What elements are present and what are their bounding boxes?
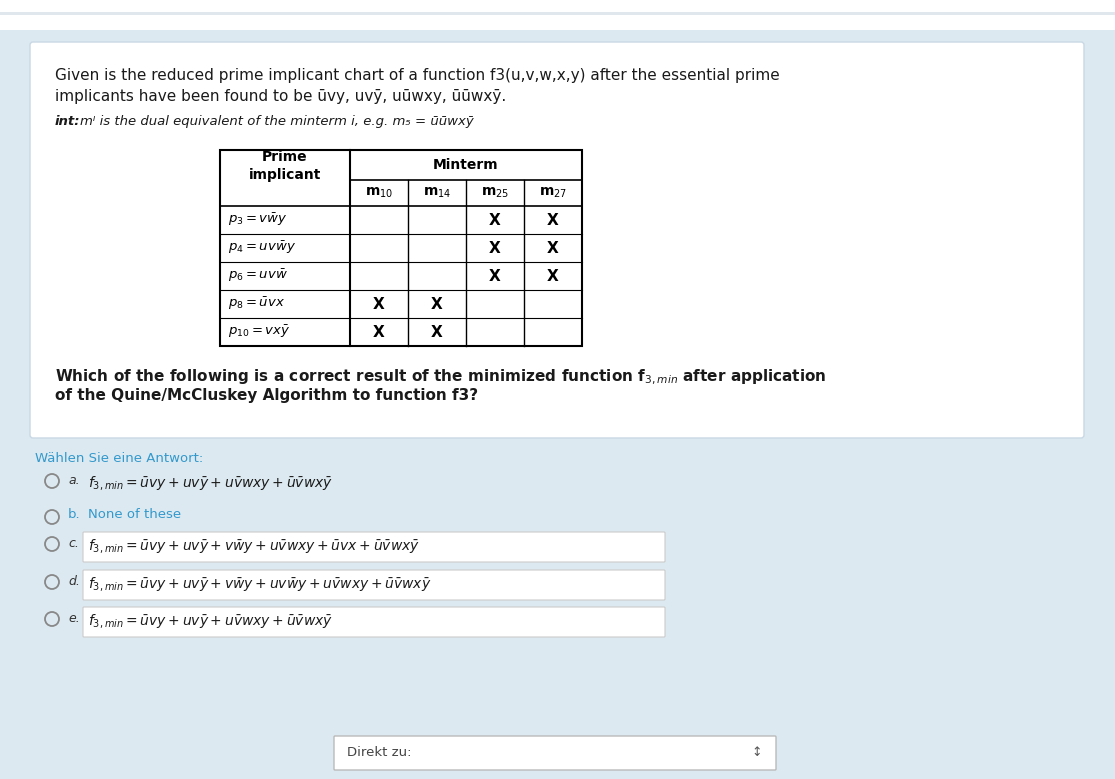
- Text: d.: d.: [68, 575, 80, 588]
- Text: Prime
implicant: Prime implicant: [249, 150, 321, 182]
- Text: e.: e.: [68, 612, 80, 625]
- Text: Which of the following is a correct result of the minimized function f$_{3,min}$: Which of the following is a correct resu…: [55, 368, 826, 387]
- Text: c.: c.: [68, 537, 79, 550]
- FancyBboxPatch shape: [30, 42, 1084, 438]
- Text: $f_{3,min} = \bar{u}vy + uv\bar{y} + v\bar{w}y + u\bar{v}wxy + \bar{u}vx + \bar{: $f_{3,min} = \bar{u}vy + uv\bar{y} + v\b…: [88, 537, 420, 555]
- Text: m$_{10}$: m$_{10}$: [365, 186, 394, 200]
- Text: None of these: None of these: [88, 508, 181, 521]
- Bar: [220, 150, 582, 346]
- Text: $\mathbf{X}$: $\mathbf{X}$: [430, 324, 444, 340]
- Text: $p_3 = v\bar{w}y$: $p_3 = v\bar{w}y$: [227, 212, 288, 228]
- Text: $\mathbf{X}$: $\mathbf{X}$: [488, 212, 502, 228]
- Text: mᴵ is the dual equivalent of the minterm i, e.g. m₅ = ūūwxȳ: mᴵ is the dual equivalent of the minterm…: [80, 115, 474, 128]
- FancyBboxPatch shape: [83, 607, 665, 637]
- Text: int:: int:: [55, 115, 80, 128]
- Text: of the Quine/McCluskey Algorithm to function f3?: of the Quine/McCluskey Algorithm to func…: [55, 388, 478, 403]
- Text: Minterm: Minterm: [434, 158, 498, 172]
- Text: a.: a.: [68, 474, 79, 487]
- Text: $p_4 = uv\bar{w}y$: $p_4 = uv\bar{w}y$: [227, 240, 297, 256]
- Text: m$_{14}$: m$_{14}$: [423, 186, 452, 200]
- Text: $\mathbf{X}$: $\mathbf{X}$: [372, 324, 386, 340]
- Bar: [0, 0, 1115, 12]
- Text: Direkt zu:: Direkt zu:: [347, 746, 411, 760]
- Text: $\mathbf{X}$: $\mathbf{X}$: [488, 240, 502, 256]
- Text: $p_6 = uv\bar{w}$: $p_6 = uv\bar{w}$: [227, 268, 288, 284]
- Text: $f_{3,min} = \bar{u}vy + uv\bar{y} + v\bar{w}y + uv\bar{w}y + u\bar{v}wxy + \bar: $f_{3,min} = \bar{u}vy + uv\bar{y} + v\b…: [88, 575, 432, 593]
- Text: $p_{10} = vx\bar{y}$: $p_{10} = vx\bar{y}$: [227, 324, 291, 340]
- Text: $\mathbf{X}$: $\mathbf{X}$: [546, 268, 560, 284]
- Text: b.: b.: [68, 508, 80, 521]
- Text: Given is the reduced prime implicant chart of a function f3(u,v,w,x,y) after the: Given is the reduced prime implicant cha…: [55, 68, 779, 83]
- Text: $\mathbf{X}$: $\mathbf{X}$: [372, 296, 386, 312]
- Text: $\mathbf{X}$: $\mathbf{X}$: [546, 212, 560, 228]
- Text: $\mathbf{X}$: $\mathbf{X}$: [488, 268, 502, 284]
- FancyBboxPatch shape: [83, 570, 665, 600]
- Text: $f_{3,min} = \bar{u}vy + uv\bar{y} + u\bar{v}wxy + \bar{u}\bar{v}wx\bar{y}$: $f_{3,min} = \bar{u}vy + uv\bar{y} + u\b…: [88, 612, 333, 630]
- Text: Wählen Sie eine Antwort:: Wählen Sie eine Antwort:: [35, 452, 203, 465]
- FancyBboxPatch shape: [83, 532, 665, 562]
- Text: implicants have been found to be ūvy, uvȳ, uūwxy, ūūwxȳ.: implicants have been found to be ūvy, uv…: [55, 89, 506, 104]
- Text: m$_{27}$: m$_{27}$: [539, 186, 568, 200]
- Bar: [0, 15, 1115, 30]
- Text: $p_8 = \bar{u}vx$: $p_8 = \bar{u}vx$: [227, 296, 285, 312]
- Text: $\mathbf{X}$: $\mathbf{X}$: [546, 240, 560, 256]
- Text: $\mathbf{X}$: $\mathbf{X}$: [430, 296, 444, 312]
- Text: m$_{25}$: m$_{25}$: [481, 186, 510, 200]
- Text: ↕: ↕: [752, 746, 763, 760]
- Bar: [0, 12, 1115, 15]
- FancyBboxPatch shape: [334, 736, 776, 770]
- Text: $f_{3,min} = \bar{u}vy + uv\bar{y} + u\bar{v}wxy + \bar{u}\bar{v}wx\bar{y}$: $f_{3,min} = \bar{u}vy + uv\bar{y} + u\b…: [88, 474, 333, 492]
